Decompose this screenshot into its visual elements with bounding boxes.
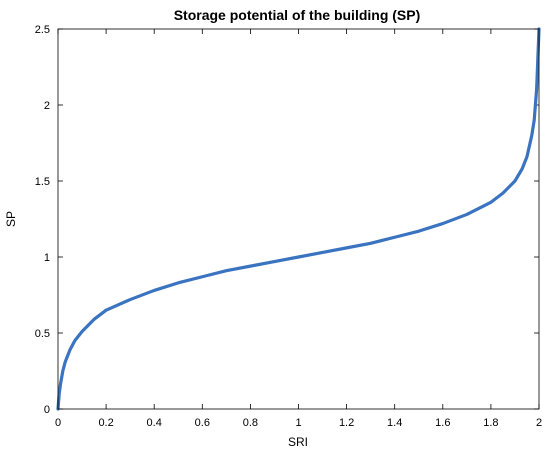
x-tick-label: 0 bbox=[55, 417, 61, 429]
x-tick-label: 0.6 bbox=[195, 417, 210, 429]
x-tick-label: 0.2 bbox=[98, 417, 113, 429]
axis-tick-labels: 0 0.2 0.4 0.6 0.8 1 1.2 1.4 1.6 1.8 2 0 0.5 1 1.5 2 2.5 bbox=[35, 24, 542, 429]
x-tick-label: 1.8 bbox=[483, 417, 498, 429]
y-tick-label: 0 bbox=[44, 404, 50, 416]
series-line bbox=[56, 27, 541, 411]
chart-title: Storage potential of the building (SP) bbox=[174, 7, 421, 23]
x-tick-label: 1 bbox=[295, 417, 301, 429]
y-tick-label: 2 bbox=[44, 100, 50, 112]
y-tick-label: 0.5 bbox=[35, 328, 50, 340]
plot-frame bbox=[57, 28, 540, 410]
x-tick-label: 1.6 bbox=[435, 417, 450, 429]
y-tick-label: 2.5 bbox=[35, 24, 50, 36]
x-tick-label: 0.4 bbox=[147, 417, 162, 429]
axis-ticks bbox=[57, 28, 540, 410]
y-tick-label: 1 bbox=[44, 252, 50, 264]
x-tick-label: 0.8 bbox=[243, 417, 258, 429]
y-tick-label: 1.5 bbox=[35, 176, 50, 188]
x-tick-label: 1.4 bbox=[387, 417, 402, 429]
x-tick-label: 1.2 bbox=[339, 417, 354, 429]
x-axis-label: SRI bbox=[288, 435, 308, 449]
y-axis-label: SP bbox=[4, 211, 18, 227]
x-tick-label: 2 bbox=[536, 417, 542, 429]
